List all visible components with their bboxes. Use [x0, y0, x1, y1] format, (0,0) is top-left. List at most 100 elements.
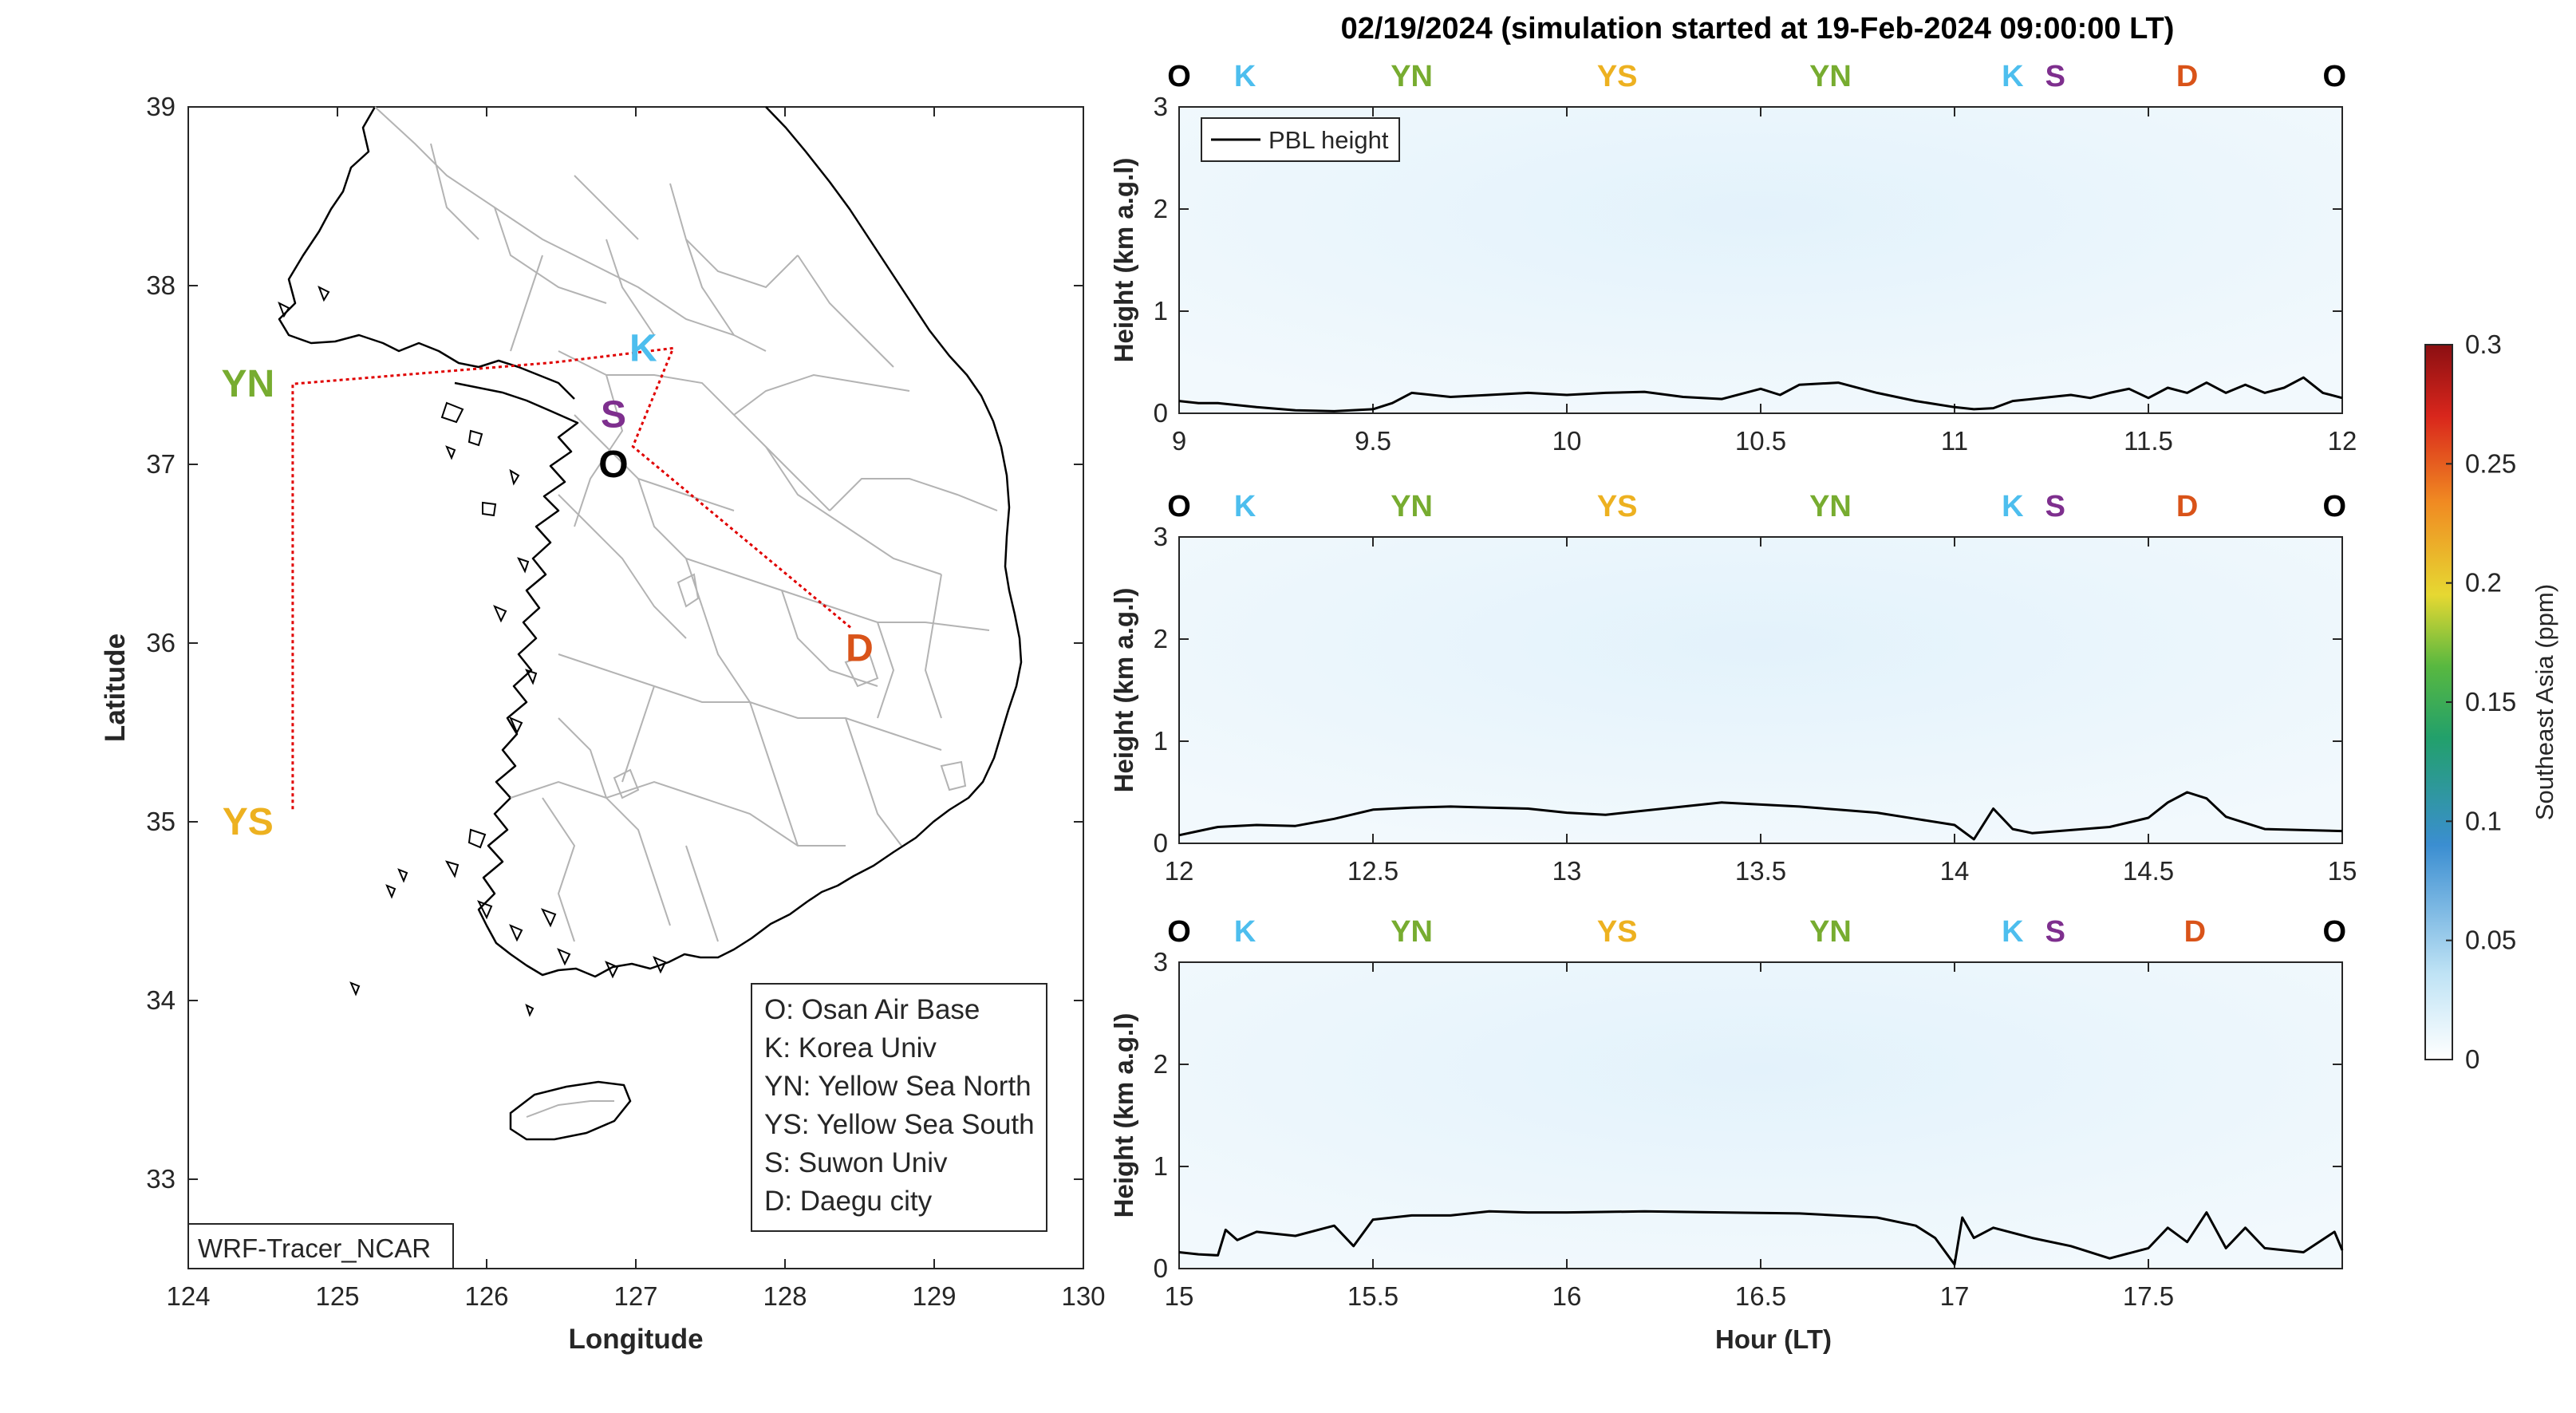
- panel-site-marker-d: D: [2184, 915, 2206, 949]
- panel-xtick-label: 13.5: [1735, 856, 1786, 886]
- panel-xtick-label: 12: [2328, 426, 2357, 456]
- colorbar-tick-label: 0.05: [2465, 926, 2516, 955]
- admin-borders: [374, 106, 998, 1118]
- panel-xtick-label: 11: [1941, 426, 1968, 456]
- pbl-legend-label: PBL height: [1268, 126, 1389, 154]
- panel-xtick-label: 10: [1552, 426, 1582, 456]
- map-xtick-label: 125: [315, 1281, 359, 1311]
- map-site-label-s: S: [601, 393, 626, 436]
- panel-xtick-label: 9.5: [1355, 426, 1391, 456]
- panel-ytick-label: 3: [1154, 92, 1168, 121]
- panel-site-marker-yn: YN: [1809, 915, 1852, 949]
- panel-xtick-label: 14: [1940, 856, 1970, 886]
- map-legend-item: YS: Yellow Sea South: [764, 1109, 1035, 1140]
- map-xtick-label: 124: [166, 1281, 210, 1311]
- model-label-box: [187, 1223, 454, 1269]
- map-xtick-label: 126: [464, 1281, 508, 1311]
- panel-ytick-label: 1: [1154, 1151, 1168, 1181]
- map-ytick-label: 36: [146, 628, 176, 657]
- panel-site-marker-k: K: [1234, 490, 1256, 523]
- panel-site-marker-yn: YN: [1809, 490, 1852, 523]
- colorbar-tick-label: 0: [2465, 1044, 2479, 1074]
- panel-site-marker-k: K: [1234, 60, 1256, 93]
- panel-ytick-label: 2: [1154, 194, 1168, 223]
- map-ytick-label: 37: [146, 449, 176, 479]
- map-site-label-k: K: [629, 327, 657, 369]
- panel-ytick-label: 1: [1154, 726, 1168, 756]
- map-legend-items: O: Osan Air Base K: Korea Univ YN: Yellow …: [764, 994, 1035, 1217]
- panel-xtick-label: 15: [2328, 856, 2357, 886]
- panel-xtick-label: 13: [1552, 856, 1582, 886]
- panel-site-marker-o: O: [2322, 490, 2346, 523]
- figure-title: 02/19/2024 (simulation started at 19-Feb…: [1341, 12, 2175, 45]
- map-sites: KSO YN YS D: [221, 327, 873, 843]
- map-xtick-label: 130: [1061, 1281, 1105, 1311]
- map-ytick-label: 38: [146, 270, 176, 300]
- north-coastline: [278, 106, 575, 400]
- map-ytick-label: 39: [146, 92, 176, 121]
- map-ticks: 124 125 126 127 128 129 130 33 34 35 36 37 38 39: [146, 92, 1105, 1311]
- panel-xtick-label: 16.5: [1735, 1281, 1786, 1311]
- panel-ytick-label: 0: [1154, 398, 1168, 428]
- panel-xtick-label: 12.5: [1347, 856, 1398, 886]
- panel-xtick-label: 12: [1165, 856, 1194, 886]
- map-ytick-label: 33: [146, 1164, 176, 1194]
- colorbar-tick-label: 0.25: [2465, 448, 2516, 478]
- panel-site-marker-s: S: [2045, 915, 2065, 949]
- map-ytick-label: 35: [146, 807, 176, 836]
- korea-coastline: [454, 106, 1023, 978]
- colorbar: 0 0.05 0.1 0.15 0.2 0.25 0.3 Southeast Asia (p…: [2424, 330, 2558, 1074]
- colorbar-tick-label: 0.15: [2465, 687, 2516, 716]
- panel-xtick-label: 15: [1165, 1281, 1194, 1311]
- map-legend-item: S: Suwon Univ: [764, 1147, 948, 1178]
- map-legend-item: O: Osan Air Base: [764, 994, 980, 1025]
- panel-ytick-label: 1: [1154, 296, 1168, 326]
- panel-site-marker-o: O: [1167, 915, 1191, 949]
- panel-site-marker-yn: YN: [1391, 60, 1433, 93]
- panel-concentration-field: [1179, 962, 2342, 1269]
- panel-site-marker-s: S: [2045, 60, 2065, 93]
- map-site-label-o: O: [598, 444, 628, 486]
- panel-site-marker-o: O: [2322, 915, 2346, 949]
- panel-ytick-label: 0: [1154, 1253, 1168, 1283]
- panel-3: 15 15.5 16 16.5 17 17.5 0 1 2 3 Height (km a.g.l) O…: [1109, 915, 2346, 1311]
- panel-ytick-label: 3: [1154, 947, 1168, 977]
- panel-ytick-label: 2: [1154, 1049, 1168, 1079]
- colorbar-tick-label: 0.2: [2465, 568, 2502, 598]
- map-xtick-label: 127: [613, 1281, 657, 1311]
- panel-xtick-label: 10.5: [1735, 426, 1786, 456]
- panel-site-marker-ys: YS: [1597, 915, 1638, 949]
- pbl-height-line: [1178, 791, 2343, 841]
- map-xtick-label: 129: [912, 1281, 956, 1311]
- colorbar-tick-label: 0.1: [2465, 806, 2502, 835]
- panel-site-marker-s: S: [2045, 490, 2065, 523]
- panel-ytick-label: 3: [1154, 522, 1168, 551]
- map-xlabel: Longitude: [568, 1324, 703, 1355]
- panel-site-marker-yn: YN: [1391, 915, 1433, 949]
- pbl-height-line: [1178, 1210, 2344, 1266]
- panel-xtick-label: 9: [1172, 426, 1186, 456]
- map-legend: O: Osan Air Base K: Korea Univ YN: Yellow …: [751, 983, 1047, 1232]
- panel-ytick-label: 2: [1154, 624, 1168, 653]
- panel-xtick-label: 15.5: [1347, 1281, 1398, 1311]
- colorbar-label: Southeast Asia (ppm): [2531, 584, 2558, 820]
- map-legend-box: [751, 983, 1047, 1232]
- panel-ylabel: Height (km a.g.l): [1109, 588, 1138, 793]
- panel-xtick-label: 17.5: [2123, 1281, 2174, 1311]
- panel-site-marker-d: D: [2176, 490, 2198, 523]
- panel-xtick-label: 14.5: [2123, 856, 2174, 886]
- panel-xtick-label: 11.5: [2124, 426, 2173, 456]
- panel-site-marker-ys: YS: [1597, 60, 1638, 93]
- panels-xlabel: Hour (LT): [1715, 1324, 1832, 1354]
- panel-site-marker-k: K: [2002, 915, 2024, 949]
- panel-site-marker-k: K: [1234, 915, 1256, 949]
- panel-site-marker-o: O: [1167, 490, 1191, 523]
- panel-site-marker-k: K: [2002, 60, 2024, 93]
- panel-site-marker-o: O: [1167, 60, 1191, 93]
- panel-ylabel: Height (km a.g.l): [1109, 1013, 1138, 1218]
- model-label: WRF-Tracer_NCAR: [198, 1233, 431, 1263]
- map-ylabel: Latitude: [100, 633, 131, 742]
